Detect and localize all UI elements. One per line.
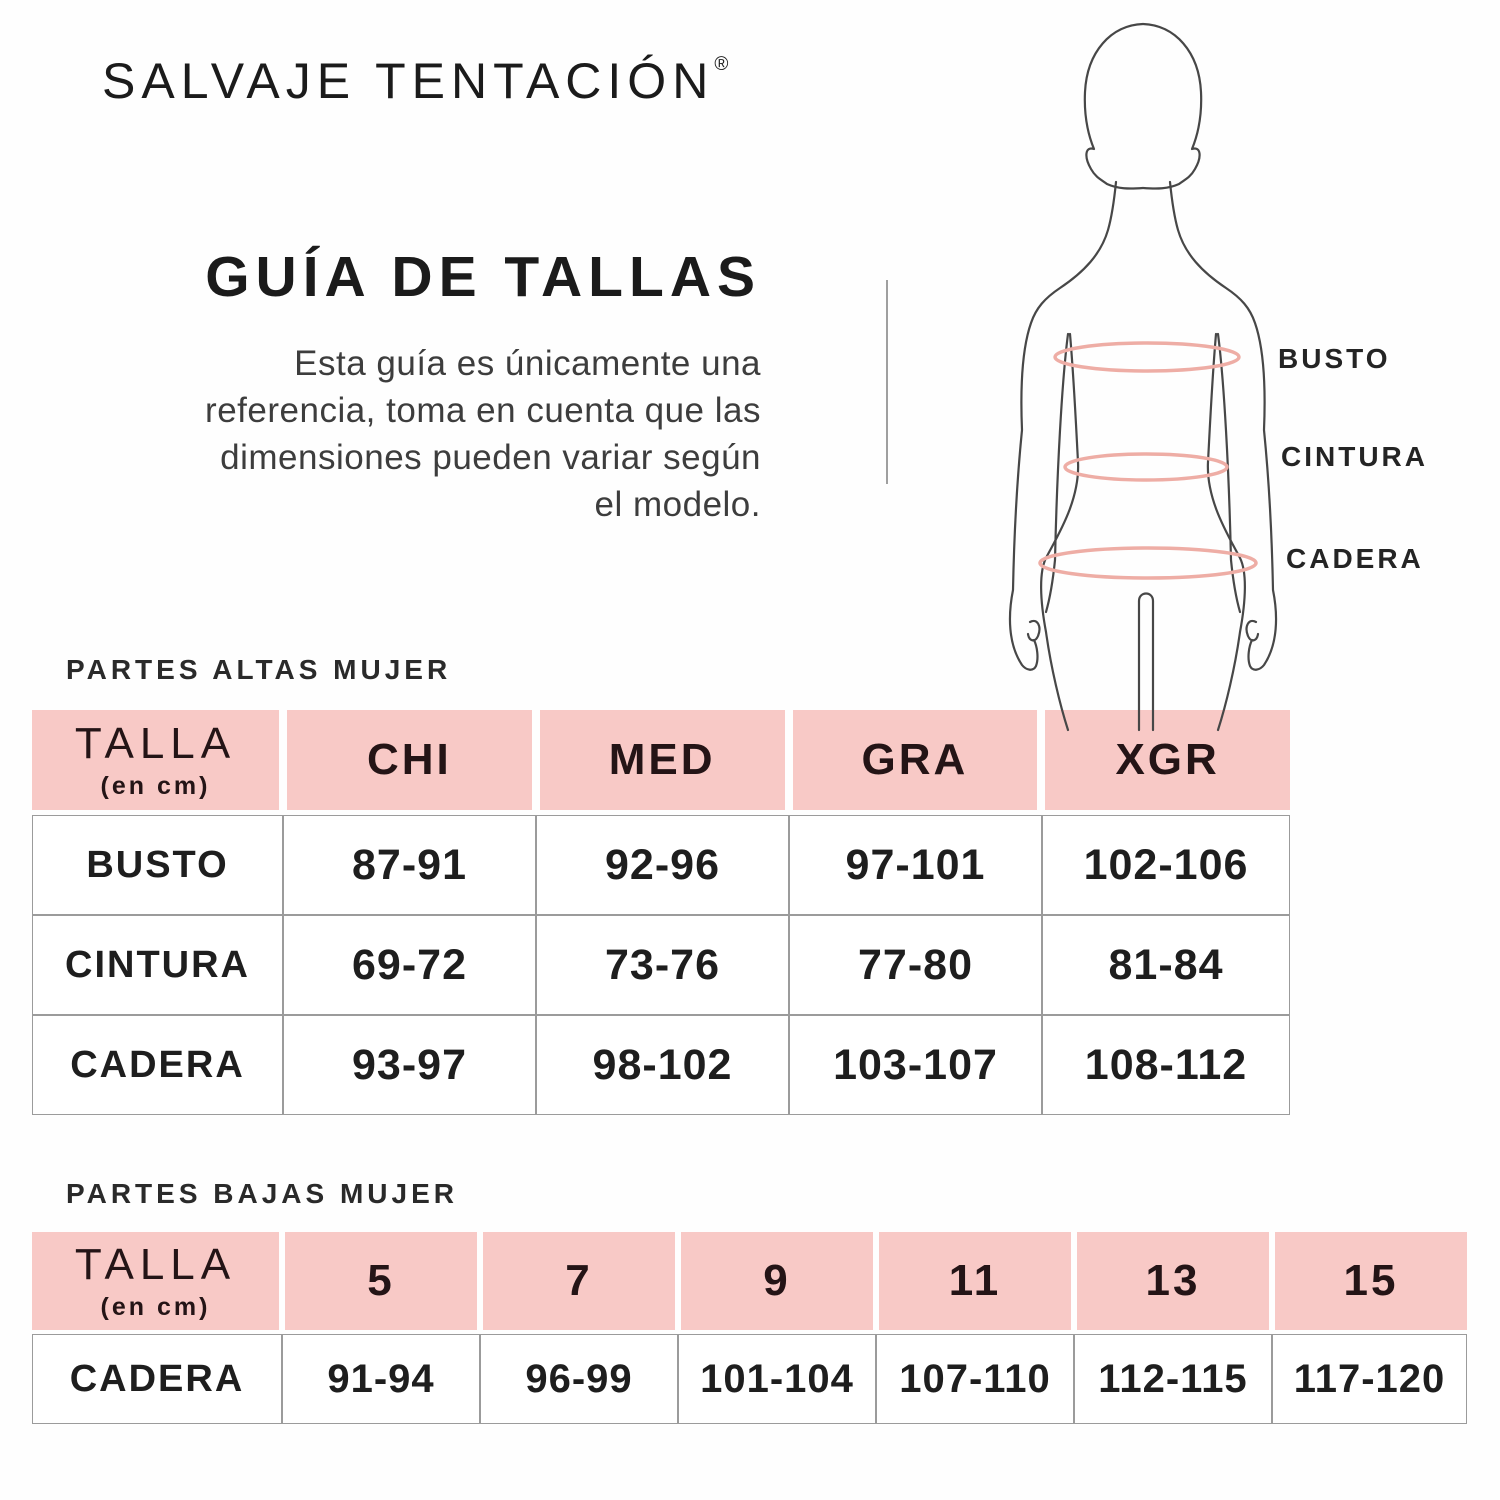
value-cell: 73-76: [536, 915, 789, 1015]
value-cell: 102-106: [1042, 815, 1290, 915]
table-body: CADERA 91-94 96-99 101-104 107-110 112-1…: [32, 1334, 1467, 1424]
value-cell: 101-104: [678, 1334, 876, 1424]
table-header-row: TALLA (en cm) CHI MED GRA XGR: [32, 710, 1290, 810]
hip-measure-line: [1038, 546, 1258, 580]
value-cell: 103-107: [789, 1015, 1042, 1115]
value-cell: 117-120: [1272, 1334, 1467, 1424]
waist-measure-line: [1063, 452, 1229, 482]
header-cell-size: XGR: [1045, 710, 1290, 810]
value-cell: 97-101: [789, 815, 1042, 915]
unit-label: (en cm): [100, 1293, 211, 1321]
head-outline: [1083, 22, 1203, 190]
value-cell: 91-94: [282, 1334, 480, 1424]
registered-mark-icon: ®: [714, 54, 729, 75]
brand-logo: SALVAJE TENTACIÓN®: [102, 52, 728, 110]
header-cell-size: 11: [879, 1232, 1071, 1330]
intro-text-line: el modelo.: [594, 485, 761, 524]
value-cell: 98-102: [536, 1015, 789, 1115]
row-label-cell: CADERA: [32, 1015, 283, 1115]
header-cell-size: MED: [539, 710, 785, 810]
value-cell: 81-84: [1042, 915, 1290, 1015]
intro-text-line: referencia, toma en cuenta que las: [205, 391, 761, 430]
value-cell: 108-112: [1042, 1015, 1290, 1115]
brand-name: SALVAJE TENTACIÓN: [102, 53, 715, 109]
page-title: GUÍA DE TALLAS: [205, 245, 761, 309]
header-cell-size: 5: [285, 1232, 477, 1330]
talla-label: TALLA: [74, 1240, 237, 1289]
row-label-cell: BUSTO: [32, 815, 283, 915]
table-body: BUSTO 87-91 92-96 97-101 102-106 CINTURA…: [32, 815, 1290, 1115]
talla-label: TALLA: [74, 719, 237, 768]
header-cell-size: CHI: [287, 710, 532, 810]
intro-block: GUÍA DE TALLAS Esta guía es únicamente u…: [85, 244, 761, 528]
header-cell-size: 15: [1275, 1232, 1467, 1330]
header-cell-size: 13: [1077, 1232, 1269, 1330]
body-silhouette-illustration: [1008, 22, 1278, 732]
measure-label-busto: BUSTO: [1278, 343, 1391, 374]
vertical-divider: [886, 280, 888, 484]
header-cell-talla: TALLA (en cm): [32, 710, 279, 810]
value-cell: 96-99: [480, 1334, 678, 1424]
unit-label: (en cm): [100, 772, 211, 800]
section-title-partes-altas: PARTES ALTAS MUJER: [66, 654, 452, 685]
size-table-partes-altas: TALLA (en cm) CHI MED GRA XGR BUSTO 87-9…: [32, 710, 1290, 1115]
intro-text-line: dimensiones pueden variar según: [220, 438, 761, 477]
value-cell: 92-96: [536, 815, 789, 915]
value-cell: 112-115: [1074, 1334, 1272, 1424]
value-cell: 107-110: [876, 1334, 1074, 1424]
header-cell-size: 7: [483, 1232, 675, 1330]
bust-measure-line: [1053, 341, 1241, 373]
value-cell: 93-97: [283, 1015, 536, 1115]
measure-label-cintura: CINTURA: [1281, 441, 1428, 472]
header-cell-talla: TALLA (en cm): [32, 1232, 279, 1330]
header-cell-size: 9: [681, 1232, 873, 1330]
value-cell: 77-80: [789, 915, 1042, 1015]
size-table-partes-bajas: TALLA (en cm) 5 7 9 11 13 15 CADERA 91-9…: [32, 1232, 1467, 1424]
value-cell: 69-72: [283, 915, 536, 1015]
header-cell-size: GRA: [792, 710, 1038, 810]
value-cell: 87-91: [283, 815, 536, 915]
section-title-partes-bajas: PARTES BAJAS MUJER: [66, 1178, 458, 1209]
row-label-cell: CINTURA: [32, 915, 283, 1015]
row-label-cell: CADERA: [32, 1334, 282, 1424]
table-header-row: TALLA (en cm) 5 7 9 11 13 15: [32, 1232, 1467, 1330]
measure-label-cadera: CADERA: [1286, 543, 1424, 574]
intro-text-line: Esta guía es únicamente una: [294, 344, 761, 383]
